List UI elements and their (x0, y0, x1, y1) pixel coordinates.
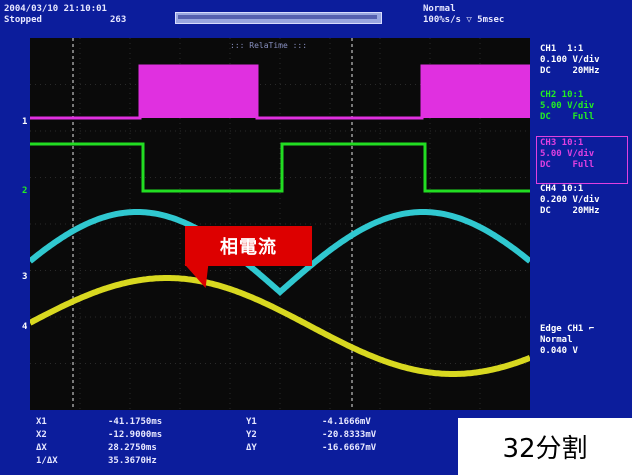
x1-value: -41.1750ms (108, 417, 163, 427)
x1-label: X1 (36, 417, 47, 427)
ch4-header: CH4 10:1 (540, 184, 584, 194)
ch2-volts-div: 5.00 V/div (540, 101, 595, 111)
x2-value: -12.9000ms (108, 430, 163, 440)
phase-current-callout: 相電流 (185, 226, 312, 266)
ch4-settings[interactable]: CH4 10:1 0.200 V/div DC 20MHz (540, 184, 600, 217)
ch4-trace (30, 209, 530, 297)
ch3-pulse (140, 66, 257, 118)
x2-label: X2 (36, 430, 47, 440)
dx-value: 28.2750ms (108, 443, 157, 453)
trigger-source: Edge CH1 ⌐ (540, 324, 595, 334)
trigger-mode-label: Normal (540, 335, 573, 345)
ch1-marker: 1 (22, 117, 28, 127)
ch2-coupling: DC Full (540, 112, 595, 122)
ch3-selected-frame (536, 136, 628, 184)
dy-value: -16.6667mV (322, 443, 377, 453)
ch1-header: CH1 1:1 (540, 44, 584, 54)
ch3-trace (30, 64, 530, 120)
ch2-marker: 2 (22, 186, 28, 196)
ch4-volts-div: 0.200 V/div (540, 195, 600, 205)
waveform-display[interactable]: ::: RelaTime ::: (30, 38, 530, 410)
datetime-label: 2004/03/10 21:10:01 (4, 4, 107, 14)
trigger-mode: Normal (423, 4, 456, 14)
ch1-trace (30, 275, 530, 377)
ch3-coupling: DC Full (540, 160, 595, 170)
measure-tag: ::: RelaTime ::: (230, 41, 308, 50)
inv-dx-label: 1/ΔX (36, 456, 58, 466)
trigger-level: 0.040 V (540, 346, 578, 356)
record-position-bar[interactable] (175, 12, 382, 24)
timebase-label: 100%s/s ▽ 5msec (423, 15, 505, 25)
y2-label: Y2 (246, 430, 257, 440)
y2-value: -20.8333mV (322, 430, 377, 440)
inv-dx-value: 35.3670Hz (108, 456, 157, 466)
record-position-window[interactable] (178, 15, 377, 19)
y1-value: -4.1666mV (322, 417, 371, 427)
ch3-marker: 3 (22, 272, 28, 282)
acquisition-count: 263 (110, 15, 127, 25)
ch4-coupling: DC 20MHz (540, 206, 600, 216)
ch2-header: CH2 10:1 (540, 90, 584, 100)
ch3-volts-div: 5.00 V/div (540, 149, 595, 159)
y1-label: Y1 (246, 417, 257, 427)
ch1-settings[interactable]: CH1 1:1 0.100 V/div DC 20MHz (540, 44, 600, 77)
ch3-settings[interactable]: CH3 10:1 5.00 V/div DC Full (540, 138, 594, 171)
ch1-volts-div: 0.100 V/div (540, 55, 600, 65)
dx-label: ΔX (36, 443, 47, 453)
ch3-pulse (422, 66, 530, 118)
acquisition-status: Stopped (4, 15, 42, 25)
divisions-badge: 32分割 (458, 418, 632, 475)
cursor-lines[interactable] (72, 38, 353, 410)
ch2-settings[interactable]: CH2 10:1 5.00 V/div DC Full (540, 90, 594, 123)
dy-label: ΔY (246, 443, 257, 453)
ch4-marker: 4 (22, 322, 28, 332)
ch1-coupling: DC 20MHz (540, 66, 600, 76)
waveform-svg (30, 38, 530, 410)
ch3-header: CH3 10:1 (540, 138, 584, 148)
ch2-trace (30, 142, 530, 193)
trigger-settings[interactable]: Edge CH1 ⌐ Normal 0.040 V (540, 324, 594, 357)
